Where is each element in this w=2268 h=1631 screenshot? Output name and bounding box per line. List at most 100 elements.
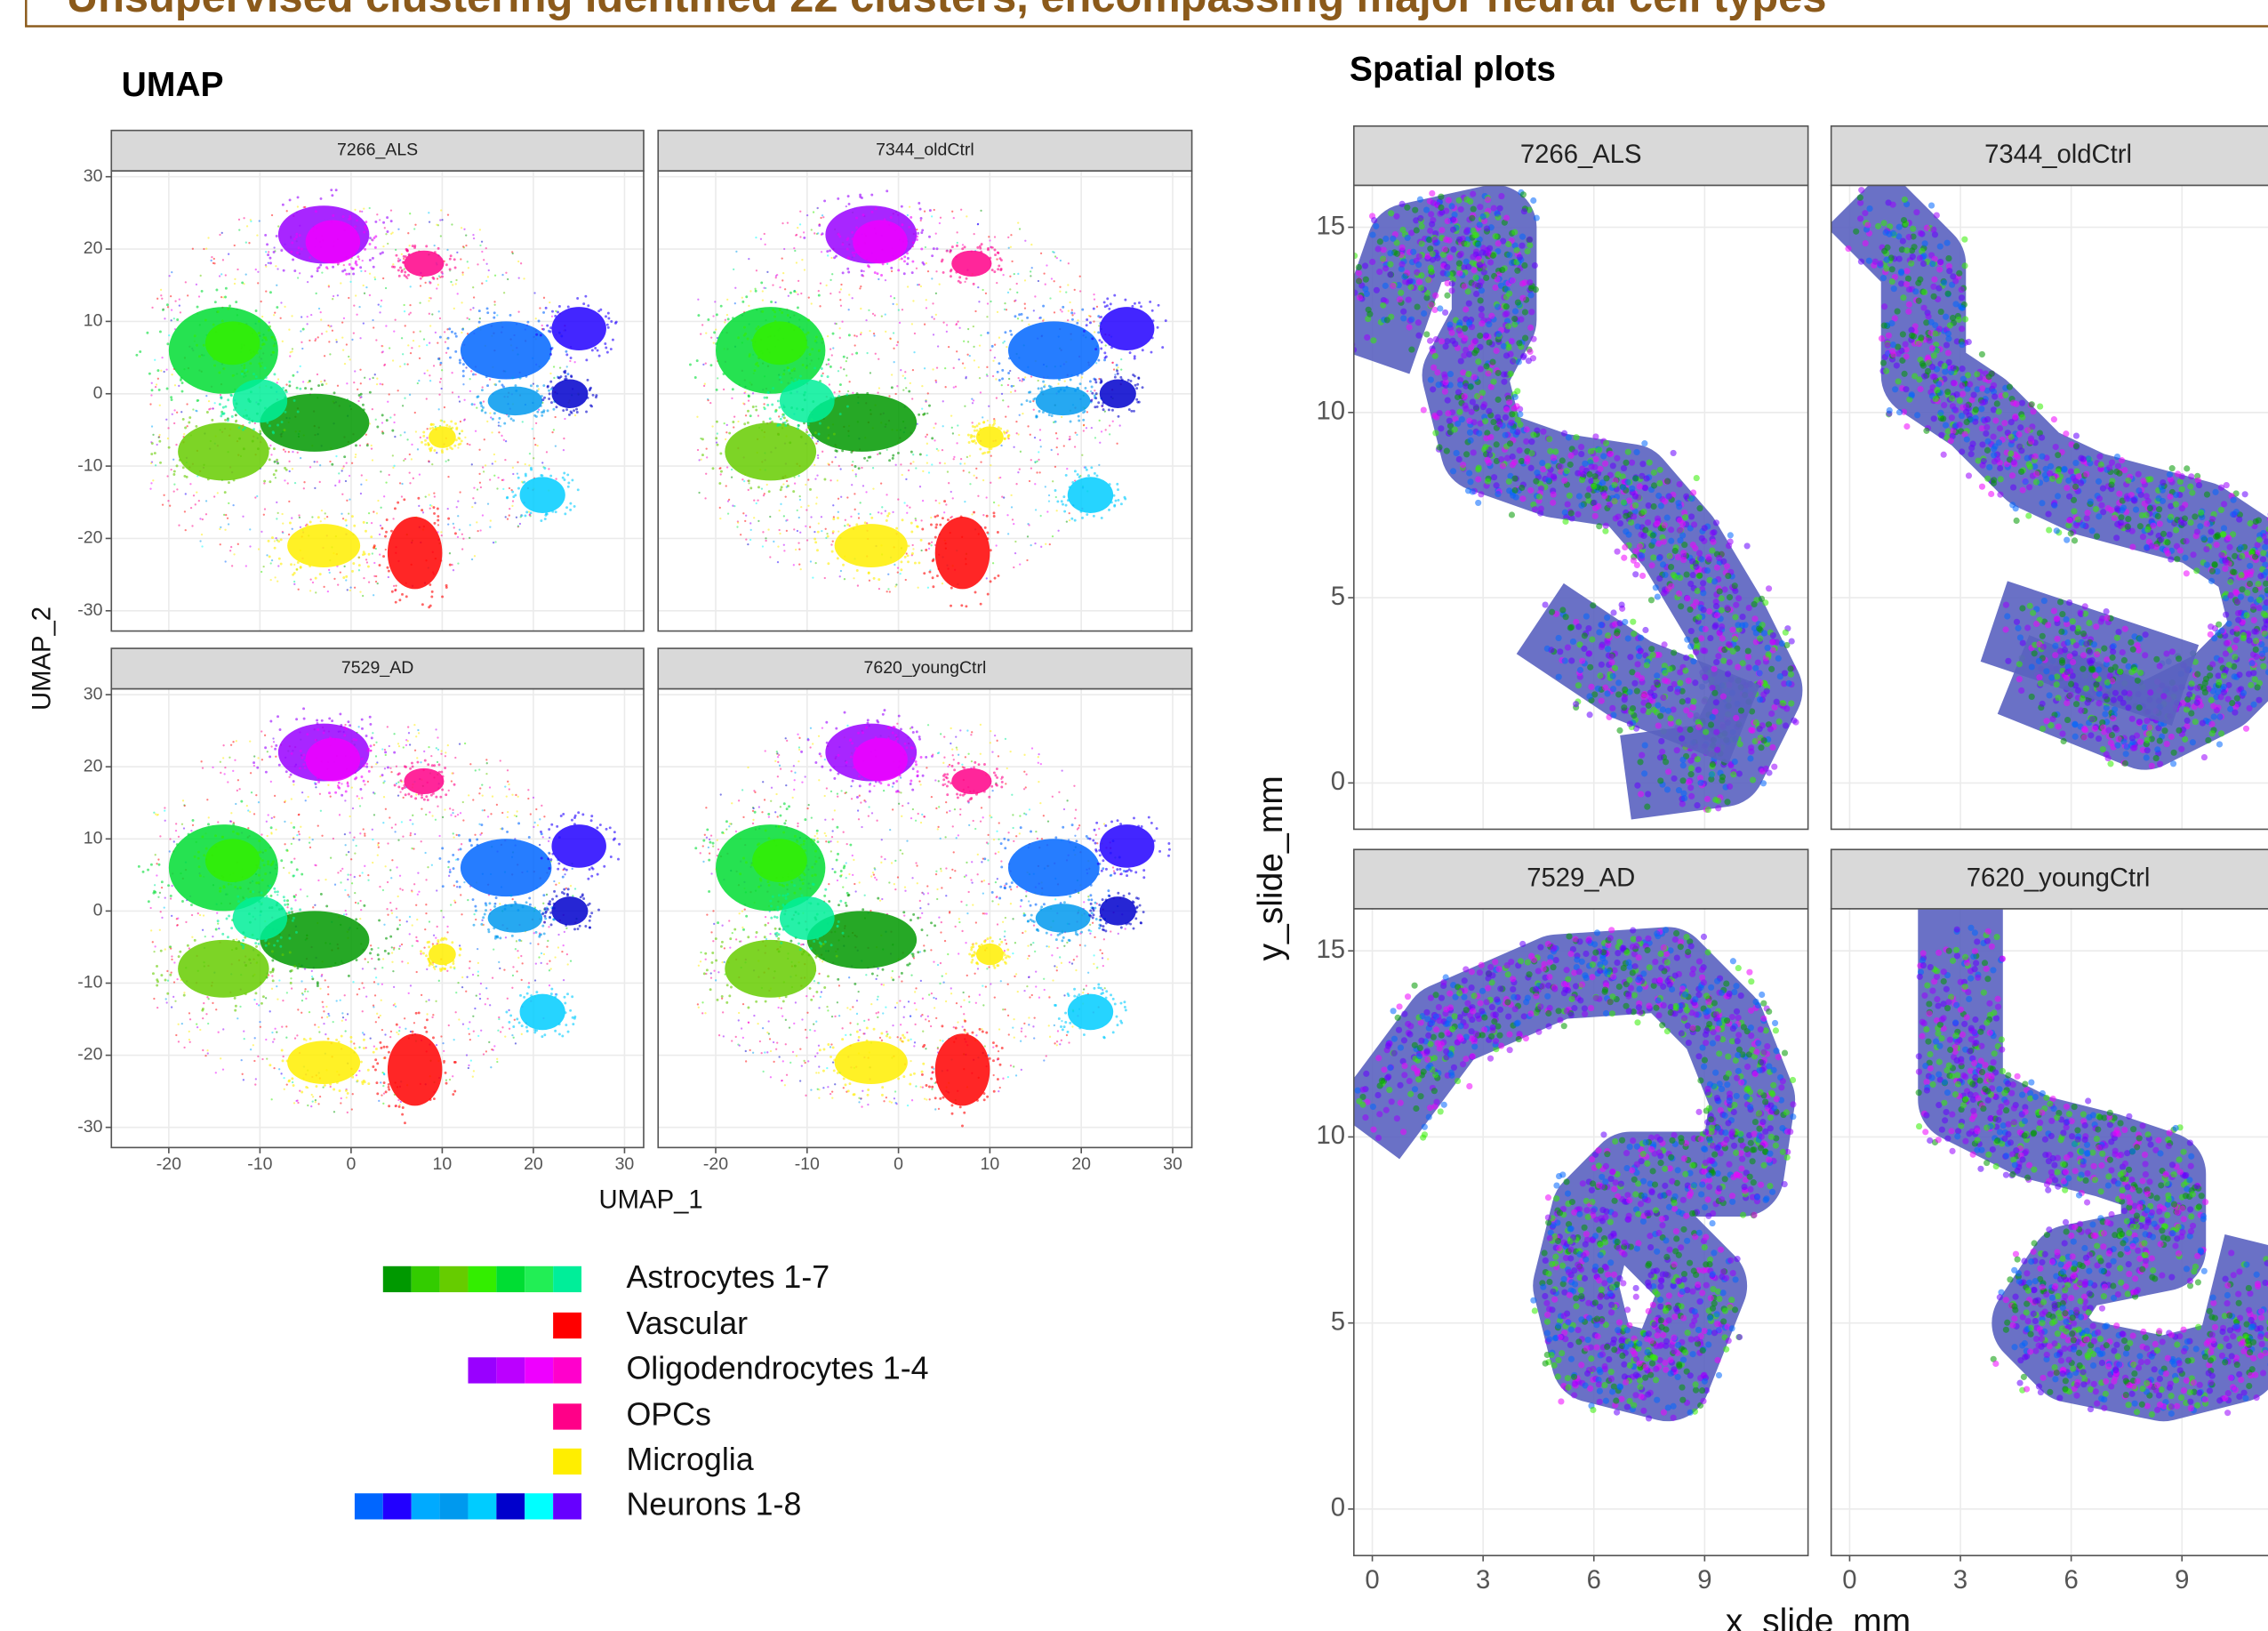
- background-dot: [426, 398, 428, 399]
- background-dot: [411, 347, 413, 349]
- background-dot: [407, 962, 409, 964]
- background-dot: [221, 232, 223, 234]
- cluster-dot: [321, 383, 324, 386]
- background-dot: [217, 923, 219, 925]
- cluster-dot: [437, 763, 440, 766]
- cluster-dot: [934, 536, 937, 539]
- background-dot: [1096, 306, 1098, 308]
- cluster-dot: [413, 246, 416, 249]
- background-dot: [1056, 257, 1058, 259]
- background-dot: [276, 285, 277, 286]
- cluster-dot: [568, 414, 571, 416]
- background-dot: [392, 518, 394, 519]
- background-dot: [408, 732, 410, 734]
- background-dot: [734, 302, 736, 304]
- cluster-dot: [1152, 319, 1155, 322]
- cluster-dot: [337, 262, 340, 265]
- background-dot: [404, 431, 405, 433]
- cluster-dot: [1108, 308, 1110, 310]
- background-dot: [963, 470, 965, 471]
- background-dot: [553, 377, 555, 379]
- background-dot: [173, 490, 175, 492]
- background-dot: [512, 473, 514, 475]
- cluster-dot: [244, 369, 247, 372]
- background-dot: [928, 548, 930, 550]
- cluster-dot: [1058, 378, 1061, 381]
- background-dot: [980, 334, 982, 336]
- background-dot: [203, 914, 204, 916]
- cluster-dot: [339, 712, 341, 715]
- background-dot: [276, 518, 277, 519]
- background-dot: [156, 444, 158, 446]
- cluster-dot: [565, 350, 567, 353]
- background-dot: [200, 275, 202, 277]
- background-dot: [362, 968, 364, 969]
- background-dot: [152, 941, 154, 943]
- cluster-dot: [863, 457, 866, 460]
- cluster-dot: [1036, 415, 1038, 418]
- background-dot: [363, 987, 365, 989]
- background-dot: [498, 422, 500, 423]
- background-dot: [346, 382, 348, 384]
- background-dot: [173, 981, 175, 983]
- background-dot: [337, 872, 339, 873]
- cluster: [1100, 307, 1155, 350]
- background-dot: [811, 229, 813, 230]
- background-dot: [1031, 267, 1033, 269]
- background-dot: [171, 915, 172, 917]
- cluster-dot: [837, 557, 839, 559]
- background-dot: [944, 462, 946, 464]
- background-dot: [1074, 446, 1076, 447]
- background-dot: [352, 981, 354, 983]
- background-dot: [852, 297, 854, 299]
- background-dot: [743, 403, 745, 405]
- cluster-dot: [259, 430, 261, 432]
- background-dot: [514, 815, 516, 816]
- cluster-dot: [1131, 305, 1134, 308]
- cluster-dot: [1103, 301, 1106, 303]
- background-dot: [546, 946, 548, 948]
- background-dot: [539, 307, 541, 309]
- cluster-dot: [302, 753, 305, 756]
- background-dot: [210, 407, 212, 409]
- cluster-dot: [565, 353, 568, 356]
- background-dot: [458, 1018, 460, 1020]
- y-tick-label: 0: [93, 383, 103, 403]
- background-dot: [1020, 451, 1022, 453]
- cluster-dot: [342, 215, 345, 218]
- cluster-dot: [1082, 411, 1085, 414]
- background-dot: [208, 400, 210, 402]
- background-dot: [363, 828, 365, 830]
- background-dot: [978, 366, 980, 368]
- cluster-dot: [557, 311, 559, 314]
- background-dot: [227, 781, 228, 783]
- cluster-dot: [567, 482, 570, 485]
- cluster-dot: [361, 727, 364, 730]
- background-dot: [461, 271, 463, 273]
- background-dot: [541, 325, 543, 326]
- background-dot: [167, 438, 169, 439]
- background-dot: [271, 975, 273, 976]
- background-dot: [337, 294, 339, 296]
- cluster-dot: [381, 527, 383, 530]
- background-dot: [817, 457, 819, 459]
- background-dot: [467, 899, 469, 901]
- cluster-dot: [555, 510, 557, 513]
- cluster-dot: [784, 424, 787, 427]
- background-dot: [999, 477, 1001, 478]
- background-dot: [932, 368, 934, 370]
- background-dot: [962, 244, 964, 245]
- cluster-dot: [255, 375, 258, 378]
- background-dot: [469, 309, 471, 310]
- background-dot: [365, 1047, 367, 1048]
- cluster-dot: [333, 391, 336, 394]
- cluster-dot: [823, 199, 826, 202]
- background-dot: [314, 1024, 316, 1025]
- background-dot: [461, 274, 463, 276]
- cluster-dot: [826, 250, 829, 253]
- cluster-dot: [979, 245, 982, 247]
- cluster-dot: [920, 231, 923, 234]
- cluster-dot: [151, 442, 154, 445]
- background-dot: [395, 824, 397, 825]
- background-dot: [406, 438, 408, 440]
